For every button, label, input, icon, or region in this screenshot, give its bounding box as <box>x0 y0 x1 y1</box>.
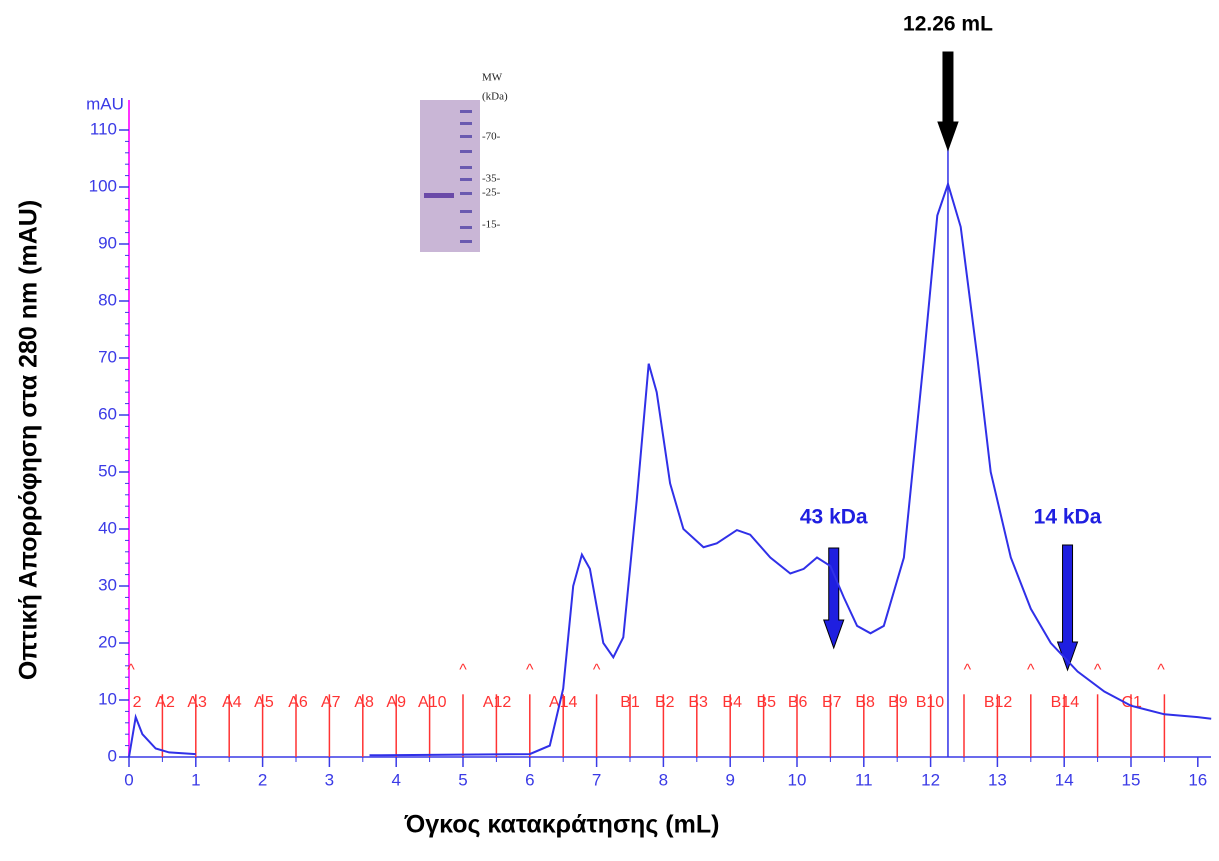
y-tick-label: 50 <box>98 461 117 480</box>
gel-band <box>424 193 454 198</box>
y-tick-label: 110 <box>90 119 117 138</box>
injection-marker: ^ <box>127 662 135 679</box>
y-tick-label: 80 <box>98 290 117 309</box>
fraction-label: A7 <box>321 694 341 711</box>
y-tick-label: 40 <box>98 518 117 537</box>
annotation-arrow <box>1056 544 1079 672</box>
fraction-label: A4 <box>222 694 242 711</box>
x-tick-label: 7 <box>592 770 601 789</box>
gel-title: MW <box>482 72 503 84</box>
fraction-label: B7 <box>822 694 842 711</box>
x-tick-label: 13 <box>988 770 1007 789</box>
x-tick-label: 6 <box>525 770 534 789</box>
gel-ladder <box>460 210 472 213</box>
annotation-arrow <box>937 51 959 152</box>
gel-image <box>420 100 480 252</box>
injection-marker: ^ <box>1027 662 1035 679</box>
fraction-label: B3 <box>688 694 708 711</box>
x-tick-label: 10 <box>788 770 807 789</box>
y-tick-label: 0 <box>108 746 117 765</box>
gel-marker: -15- <box>482 219 501 231</box>
fraction-label: A2 <box>155 694 175 711</box>
gel-ladder <box>460 166 472 169</box>
x-tick-label: 16 <box>1188 770 1207 789</box>
annotation-label: 43 kDa <box>800 506 868 529</box>
x-tick-label: 4 <box>391 770 400 789</box>
injection-marker: ^ <box>593 662 601 679</box>
fraction-label: A3 <box>187 694 207 711</box>
fraction-label: A12 <box>483 694 512 711</box>
injection-marker: ^ <box>1157 662 1165 679</box>
fraction-label: B9 <box>888 694 908 711</box>
fraction-label: B14 <box>1051 694 1080 711</box>
x-axis-label: Όγκος κατακράτησης (mL) <box>404 811 720 839</box>
gel-ladder <box>460 240 472 243</box>
x-tick-label: 11 <box>855 770 873 789</box>
x-tick-label: 8 <box>659 770 668 789</box>
fraction-label: A10 <box>418 694 447 711</box>
y-tick-label: 10 <box>98 689 117 708</box>
y-tick-label: 60 <box>98 404 117 423</box>
x-tick-label: 9 <box>725 770 734 789</box>
fraction-label: A5 <box>254 694 274 711</box>
y-tick-label: 70 <box>98 347 117 366</box>
y-axis-label: Οπτική Απορρόφηση στα 280 nm (mAU) <box>15 200 43 680</box>
y-tick-label: 30 <box>98 575 117 594</box>
fraction-label: B4 <box>722 694 742 711</box>
fraction-label: B6 <box>788 694 808 711</box>
x-tick-label: 14 <box>1055 770 1074 789</box>
gel-ladder <box>460 122 472 125</box>
fraction-label: B5 <box>756 694 776 711</box>
x-tick-label: 15 <box>1122 770 1141 789</box>
fraction-label: B1 <box>620 694 640 711</box>
gel-marker: -35- <box>482 173 501 185</box>
gel-ladder <box>460 192 472 195</box>
x-tick-label: 2 <box>258 770 267 789</box>
gel-ladder <box>460 150 472 153</box>
y-tick-label: 90 <box>98 233 117 252</box>
fraction-label: 2 <box>133 694 142 711</box>
gel-ladder <box>460 226 472 229</box>
injection-marker: ^ <box>459 662 467 679</box>
y-tick-label: 100 <box>89 176 117 195</box>
gel-ladder <box>460 135 472 138</box>
fraction-label: B12 <box>984 694 1013 711</box>
fraction-label: B8 <box>855 694 875 711</box>
injection-marker: ^ <box>1094 662 1102 679</box>
x-tick-label: 1 <box>191 770 200 789</box>
annotation-arrow <box>823 547 845 650</box>
fraction-label: A6 <box>288 694 308 711</box>
x-tick-label: 12 <box>921 770 940 789</box>
injection-marker: ^ <box>964 662 972 679</box>
injection-marker: ^ <box>526 662 534 679</box>
fraction-label: A14 <box>549 694 578 711</box>
fraction-label: A9 <box>386 694 406 711</box>
fraction-label: B2 <box>655 694 675 711</box>
x-tick-label: 5 <box>458 770 467 789</box>
gel-ladder <box>460 178 472 181</box>
fraction-label: B10 <box>916 694 945 711</box>
y-unit: mAU <box>86 94 124 113</box>
annotation-label: 14 kDa <box>1034 506 1102 529</box>
x-tick-label: 0 <box>124 770 133 789</box>
gel-marker: -70- <box>482 131 501 143</box>
annotation-label: 12.26 mL <box>903 13 993 36</box>
data-line <box>128 180 1212 758</box>
gel-ladder <box>460 110 472 113</box>
x-tick-label: 3 <box>325 770 334 789</box>
y-tick-label: 20 <box>98 632 117 651</box>
fraction-label: A8 <box>354 694 374 711</box>
gel-unit: (kDa) <box>482 91 508 103</box>
gel-marker: -25- <box>482 187 501 199</box>
